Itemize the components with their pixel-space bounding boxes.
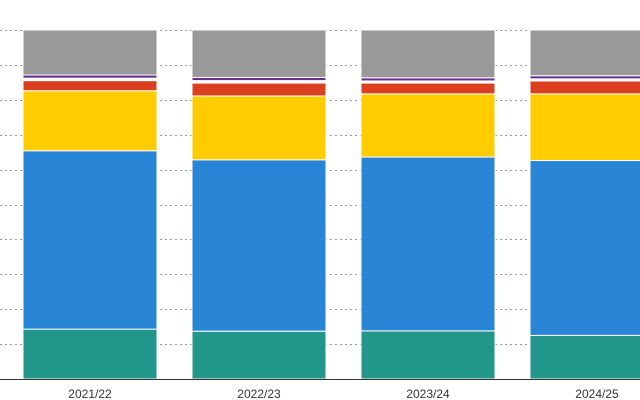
x-tick-label: 2024/25	[575, 387, 619, 400]
bar-2021/22	[22, 29, 158, 380]
x-tick-label: 2022/23	[237, 387, 281, 400]
bar-segment-teal-2021/22	[22, 328, 158, 380]
x-tick-labels: 2021/22 2022/23 2023/24 2024/25	[68, 387, 619, 400]
bar-segment-grey-2021/22	[22, 29, 158, 76]
bar-segment-teal-2023/24	[360, 330, 496, 380]
bar-segment-teal-2022/23	[191, 330, 327, 380]
bar-2022/23	[191, 29, 327, 380]
bar-segment-red-2024/25	[529, 80, 640, 95]
bar-2024/25	[529, 29, 640, 380]
x-tick-label: 2021/22	[68, 387, 112, 400]
bar-segment-yellow-2024/25	[529, 93, 640, 162]
bar-segment-grey-2024/25	[529, 29, 640, 77]
bar-segment-grey-2022/23	[191, 29, 327, 78]
bar-segment-red-2021/22	[22, 80, 158, 92]
bar-segment-yellow-2021/22	[22, 90, 158, 152]
bar-2023/24	[360, 29, 496, 380]
bar-segment-blue-2024/25	[529, 160, 640, 336]
bar-segment-blue-2022/23	[191, 159, 327, 332]
bar-segment-blue-2023/24	[360, 156, 496, 332]
bar-segment-yellow-2023/24	[360, 93, 496, 158]
x-tick-label: 2023/24	[406, 387, 450, 400]
bar-segment-teal-2024/25	[529, 334, 640, 380]
bars	[22, 29, 640, 380]
bar-segment-red-2022/23	[191, 82, 327, 97]
bar-segment-grey-2023/24	[360, 29, 496, 79]
bar-segment-red-2023/24	[360, 82, 496, 95]
bar-segment-blue-2021/22	[22, 150, 158, 330]
bar-segment-yellow-2022/23	[191, 95, 327, 161]
